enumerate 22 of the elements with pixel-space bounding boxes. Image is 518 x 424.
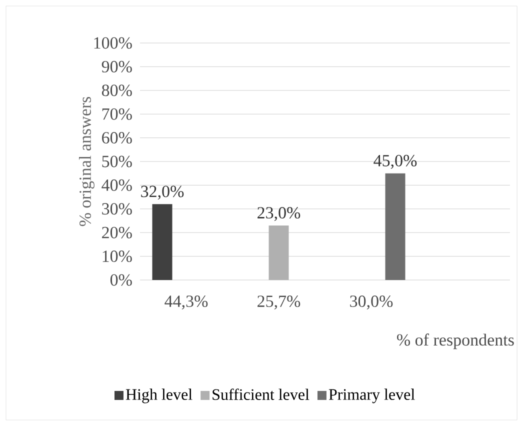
- y-tick-label: 0%: [110, 274, 132, 286]
- x-tick-label: 25,7%: [258, 296, 300, 310]
- y-axis-title: % original answers: [79, 96, 94, 226]
- y-tick-label: 80%: [102, 84, 132, 96]
- y-tick-label: 70%: [102, 108, 132, 120]
- x-axis-title: % of respondents: [397, 334, 514, 350]
- data-label: 32,0%: [141, 186, 184, 200]
- data-label: 23,0%: [258, 207, 300, 221]
- y-tick-label: 50%: [102, 156, 132, 168]
- legend-label: High level: [126, 388, 192, 404]
- x-tick-label: 30,0%: [350, 296, 393, 310]
- y-tick-label: 90%: [102, 60, 132, 72]
- legend-label: Sufficient level: [212, 388, 310, 400]
- x-tick-label: 44,3%: [164, 296, 208, 310]
- y-tick-label: 20%: [102, 226, 132, 238]
- legend-label: Primary level: [328, 388, 415, 404]
- y-tick-label: 10%: [102, 250, 132, 262]
- y-tick-label: 60%: [102, 132, 132, 144]
- y-tick-label: 40%: [102, 179, 132, 191]
- y-tick-label: 30%: [102, 203, 132, 215]
- data-label: 45,0%: [374, 154, 417, 169]
- y-tick-label: 100%: [94, 37, 132, 49]
